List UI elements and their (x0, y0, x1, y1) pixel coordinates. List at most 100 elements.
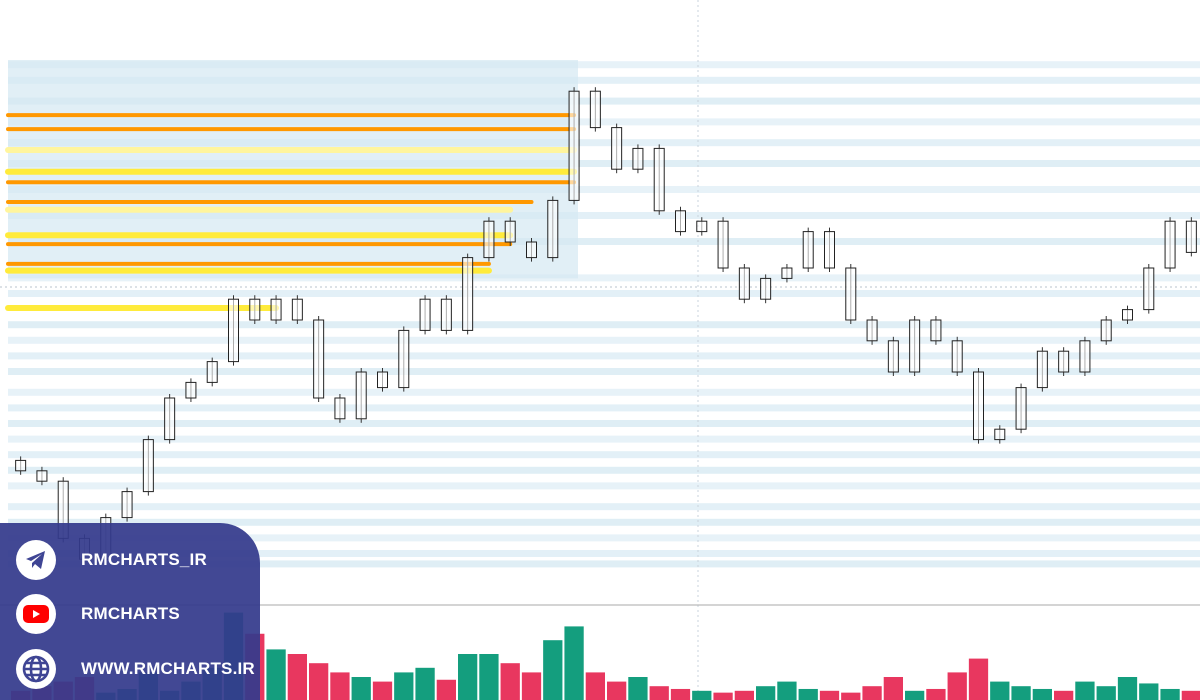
volume-bar (607, 681, 627, 700)
candle (1164, 220, 1176, 269)
volume-bar (436, 679, 456, 700)
volume-bar (266, 649, 286, 700)
liquidity-band (8, 212, 1200, 219)
candle (887, 340, 899, 373)
volume-bar (287, 654, 307, 700)
liquidity-band (8, 238, 1200, 245)
liquidity-band (8, 482, 1200, 490)
candle (1036, 350, 1048, 389)
liquidity-band (8, 61, 1200, 69)
candle (1122, 309, 1133, 321)
volume-bar (1117, 677, 1138, 700)
candle (228, 298, 239, 363)
candle (121, 491, 133, 519)
candle (589, 90, 601, 129)
liquidity-band (8, 274, 1200, 282)
liquidity-band (8, 466, 1200, 474)
candle (547, 199, 559, 259)
liquidity-band (8, 435, 1200, 443)
candle (15, 459, 27, 472)
candle (1100, 319, 1112, 342)
website-url: WWW.RMCHARTS.IR (81, 659, 255, 678)
candle (951, 340, 963, 373)
telegram-link[interactable]: RMCHARTS_IR (16, 540, 207, 580)
candle (632, 147, 644, 170)
liquidity-band (8, 321, 1200, 329)
liquidity-band (8, 290, 1200, 297)
candle (781, 267, 793, 279)
volume-bar (1011, 686, 1031, 700)
candle (334, 397, 346, 420)
candle (419, 298, 431, 331)
volume-bar (883, 677, 903, 700)
candle (973, 371, 984, 441)
volume-bar (543, 640, 563, 700)
volume-bar (1181, 690, 1200, 700)
volume-bar (692, 690, 712, 700)
candle (1143, 267, 1155, 311)
candle (845, 267, 857, 321)
volume-bar (670, 688, 691, 700)
liquidity-band (8, 336, 1200, 344)
volume-bar (1075, 681, 1095, 700)
candle (185, 381, 197, 399)
website-link[interactable]: WWW.RMCHARTS.IR (16, 649, 255, 689)
volume-bar (394, 672, 414, 700)
liquidity-band (8, 97, 1200, 105)
candle (1079, 340, 1091, 373)
liquidity-band (8, 550, 1200, 557)
volume-bar (734, 690, 754, 700)
candle (930, 319, 942, 342)
candle (1015, 387, 1027, 430)
liquidity-band (8, 160, 1200, 167)
candle (483, 220, 495, 259)
candle (696, 220, 708, 233)
liquidity-band (8, 404, 1200, 412)
candle (462, 257, 474, 331)
liquidity-band (8, 503, 1200, 511)
volume-bar (926, 688, 946, 700)
youtube-link[interactable]: RMCHARTS (16, 594, 180, 634)
candle (675, 210, 686, 233)
candle (717, 220, 729, 269)
candle (994, 428, 1006, 441)
candle (802, 231, 814, 269)
volume-bar (309, 663, 329, 700)
volume-bar (862, 686, 882, 700)
volume-bar (415, 667, 435, 700)
candle (611, 127, 623, 170)
candle (377, 371, 388, 389)
liquidity-band (8, 352, 1200, 360)
candle (909, 319, 921, 373)
liquidity-band (8, 368, 1200, 375)
candle (824, 231, 835, 269)
volume-bar (819, 690, 840, 700)
volume-bar (777, 681, 797, 700)
liquidity-band (8, 451, 1200, 459)
candle (738, 267, 750, 300)
volume-bar (1096, 686, 1116, 700)
volume-bar (479, 654, 499, 700)
youtube-channel: RMCHARTS (81, 604, 180, 623)
volume-bar (990, 681, 1010, 700)
volume-bar (841, 692, 861, 700)
volume-bar (585, 672, 605, 700)
candle (206, 361, 218, 383)
candle (866, 319, 878, 342)
liquidity-band (8, 560, 1200, 568)
volume-bar (351, 677, 371, 700)
candle (1058, 350, 1070, 373)
heat-levels (5, 113, 578, 312)
liquidity-band (8, 139, 1200, 147)
liquidity-band (8, 186, 1200, 193)
volume-bar (649, 686, 669, 700)
liquidity-band (8, 118, 1200, 126)
telegram-icon (16, 540, 56, 580)
liquidity-band (8, 76, 1200, 84)
volume-bar (372, 681, 393, 700)
candle (440, 298, 452, 331)
volume-bar (713, 692, 733, 700)
candle (568, 90, 580, 201)
volume-bar (947, 672, 967, 700)
candle (291, 298, 303, 321)
